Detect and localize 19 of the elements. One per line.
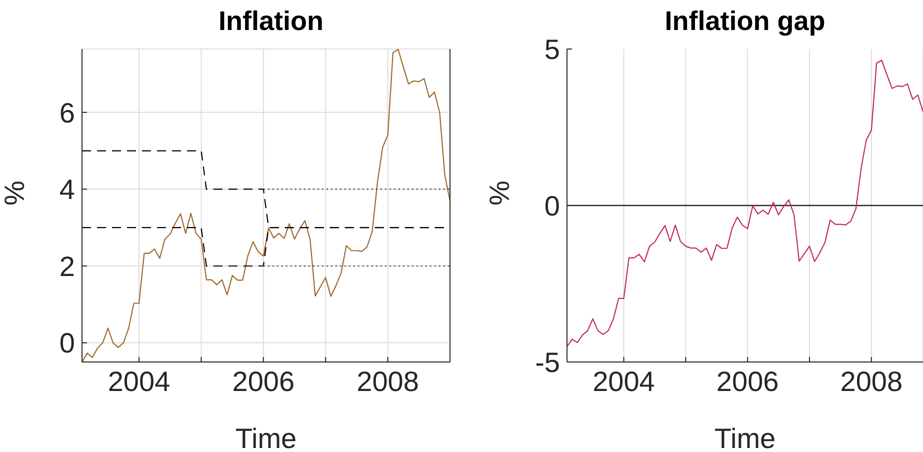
- x-tick-label: 2008: [840, 366, 903, 397]
- chart-title: Inflation: [218, 6, 324, 37]
- y-tick-label: -5: [535, 346, 560, 378]
- y-tick-label: 2: [59, 250, 75, 282]
- y-tick-label: 4: [59, 174, 75, 206]
- y-axis-title: %: [0, 180, 30, 206]
- y-axis-title: %: [484, 180, 515, 206]
- x-tick-label: 2008: [356, 366, 419, 397]
- x-axis-title: Time: [235, 423, 297, 452]
- x-axis-title: Time: [714, 423, 776, 452]
- chart-title: Inflation gap: [664, 6, 826, 37]
- y-tick-label: 0: [544, 190, 560, 222]
- y-tick-label: 0: [59, 328, 75, 359]
- x-tick-label: 2004: [108, 366, 170, 397]
- y-tick-label: 6: [59, 97, 75, 128]
- y-tick-label: 5: [544, 34, 560, 65]
- x-tick-label: 2006: [716, 366, 779, 397]
- x-tick-label: 2004: [592, 366, 655, 397]
- x-tick-label: 2006: [232, 366, 295, 397]
